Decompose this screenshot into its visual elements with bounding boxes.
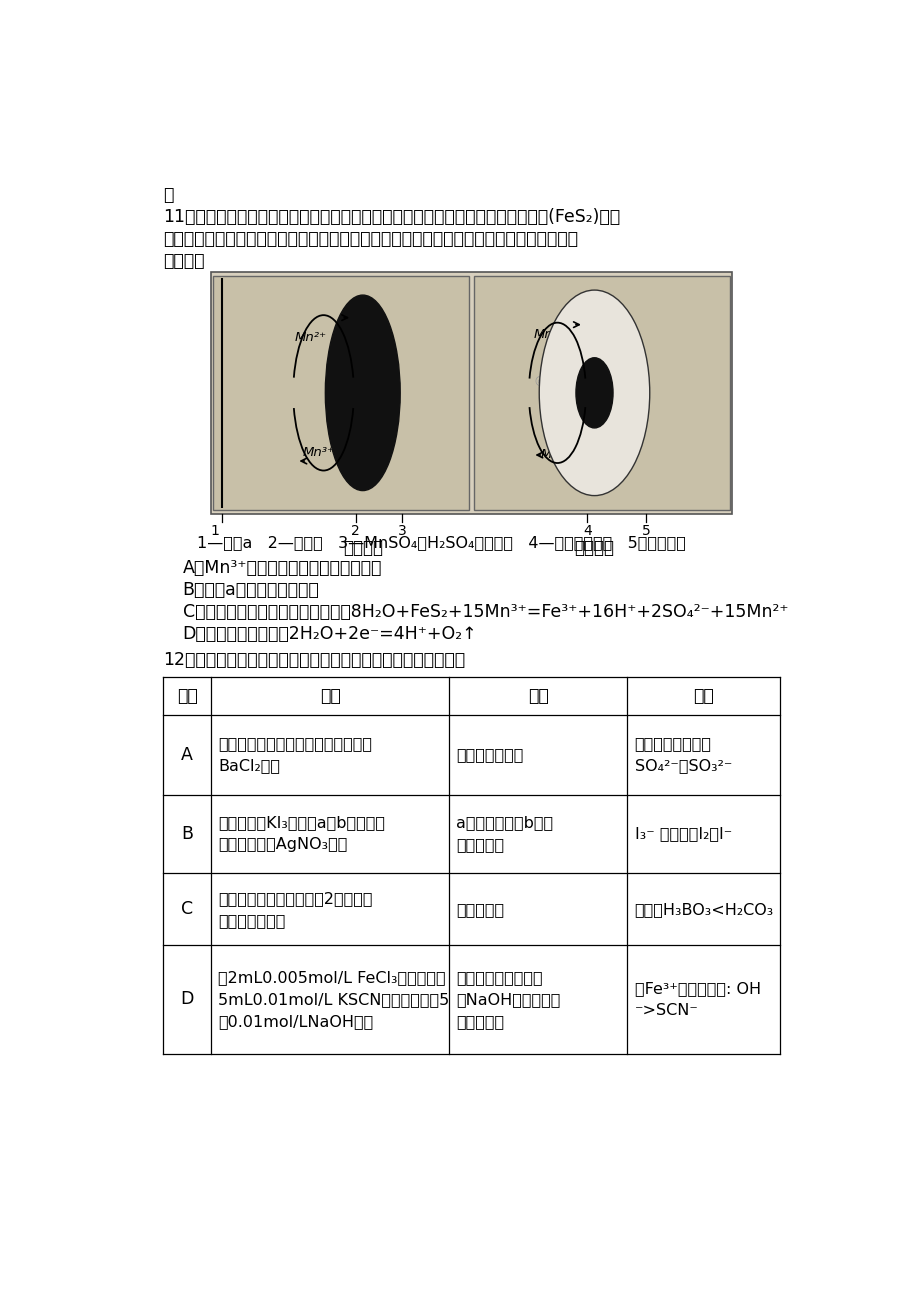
Text: B: B [181,825,193,842]
Ellipse shape [539,290,649,496]
Text: SO₄²⁻或SO₃²⁻: SO₄²⁻或SO₃²⁻ [634,758,732,773]
Text: 溶液先变成红色，滴: 溶液先变成红色，滴 [456,970,542,984]
Text: 1—电极a   2—黄铁矿   3—MnSO₄、H₂SO₄混合溶液   4—未反应黄铁矿   5－电解产品: 1—电极a 2—黄铁矿 3—MnSO₄、H₂SO₄混合溶液 4—未反应黄铁矿 5… [197,535,686,551]
Text: 结论: 结论 [692,686,713,704]
Text: 1: 1 [210,525,219,538]
Text: 4: 4 [583,525,591,538]
Text: 选项: 选项 [176,686,198,704]
Text: 5mL0.01mol/L KSCN溶液，再滴入5: 5mL0.01mol/L KSCN溶液，再滴入5 [218,992,449,1006]
Text: I₃⁻ 能电离出I₂和I⁻: I₃⁻ 能电离出I₂和I⁻ [634,827,732,841]
Text: C: C [181,900,193,918]
Text: 向饱和碀酸溶液滴入滴入2滴相同浓: 向饱和碀酸溶液滴入滴入2滴相同浓 [218,891,372,906]
Text: 入NaOH溶液后产生: 入NaOH溶液后产生 [456,992,560,1006]
Text: C．脱硫过程中存在的离子反应为：8H₂O+FeS₂+15Mn³⁺=Fe³⁺+16H⁺+2SO₄²⁻+15Mn²⁺: C．脱硫过程中存在的离子反应为：8H₂O+FeS₂+15Mn³⁺=Fe³⁺+16… [183,603,788,621]
Bar [473,276,729,510]
Text: 电解后期: 电解后期 [573,539,614,557]
Text: 5: 5 [641,525,650,538]
Text: ⁻>SCN⁻: ⁻>SCN⁻ [634,1003,698,1018]
Text: 有白色沉淠生成: 有白色沉淠生成 [456,747,523,762]
Text: D．阴极发生的反应：2H₂O+2e⁻=4H⁺+O₂↑: D．阴极发生的反应：2H₂O+2e⁻=4H⁺+O₂↑ [183,625,477,643]
Text: A．Mn³⁺充当了电解脱硫过程的傂化剂: A．Mn³⁺充当了电解脱硫过程的傂化剂 [183,560,381,577]
Text: 正确的是: 正确的是 [164,253,205,271]
Bar [211,272,731,514]
Text: 数0.01mol/LNaOH溶液: 数0.01mol/LNaOH溶液 [218,1014,373,1029]
Text: 分别向盛有KI₃溶液的a、b试管中滴: 分别向盛有KI₃溶液的a、b试管中滴 [218,815,385,831]
Text: 向某无色溶液中滴入用稀硫酸酸化的: 向某无色溶液中滴入用稀硫酸酸化的 [218,736,372,751]
Text: 加淠粉溶液和AgNO₃溶液: 加淠粉溶液和AgNO₃溶液 [218,837,347,853]
Text: BaCl₂溶液: BaCl₂溶液 [218,758,280,773]
Text: 实验: 实验 [319,686,340,704]
Text: 11．某的电化学脱硫是借助某在电解槽阳极发生的电化学氧化反应，将某中黄铁矿(FeS₂)或有: 11．某的电化学脱硫是借助某在电解槽阳极发生的电化学氧化反应，将某中黄铁矿(Fe… [164,208,620,227]
Text: a中溶液变蓝，b中产: a中溶液变蓝，b中产 [456,815,552,831]
Text: A: A [181,746,193,764]
Text: Mn²⁺: Mn²⁺ [533,328,565,341]
Text: 12．下列根据实验操作和实验现象所得出的结论中，不正确的是: 12．下列根据实验操作和实验现象所得出的结论中，不正确的是 [164,651,465,669]
Ellipse shape [325,296,400,491]
Text: 电解初期: 电解初期 [343,539,382,557]
Text: 3: 3 [397,525,406,538]
Text: 生黄色沉淠: 生黄色沉淠 [456,837,504,853]
Text: D: D [180,991,194,1008]
Text: B．电极a应与电源负极相连: B．电极a应与电源负极相连 [183,581,319,599]
Text: 2: 2 [351,525,359,538]
Text: 与Fe³⁺结合的能力: OH: 与Fe³⁺结合的能力: OH [634,980,760,996]
Text: @正确云: @正确云 [533,376,561,385]
Ellipse shape [575,358,612,428]
Text: Mn³⁺: Mn³⁺ [540,448,573,461]
Text: 无气泡产生: 无气泡产生 [456,902,504,917]
Text: 度的碳酸钙溶液: 度的碳酸钙溶液 [218,913,285,928]
Text: 毒: 毒 [164,186,174,204]
Text: 儇2mL0.005mol/L FeCl₃溶液中加入: 儇2mL0.005mol/L FeCl₃溶液中加入 [218,970,446,984]
Bar [213,276,469,510]
Text: Mn³⁺: Mn³⁺ [301,447,334,460]
Text: Mn²⁺: Mn²⁺ [295,331,327,344]
Text: 现象: 现象 [528,686,548,704]
Text: 原溶液中一定存在: 原溶液中一定存在 [634,736,711,751]
Text: 酸性：H₃BO₃<H₂CO₃: 酸性：H₃BO₃<H₂CO₃ [634,902,773,917]
Text: 红褐色沉淠: 红褐色沉淠 [456,1014,504,1029]
Text: 机硫化物氧化成可溶于水的含硫化合物而达到净某目的，下图是一种脱硫机理，则下列说法: 机硫化物氧化成可溶于水的含硫化合物而达到净某目的，下图是一种脱硫机理，则下列说法 [164,230,578,249]
